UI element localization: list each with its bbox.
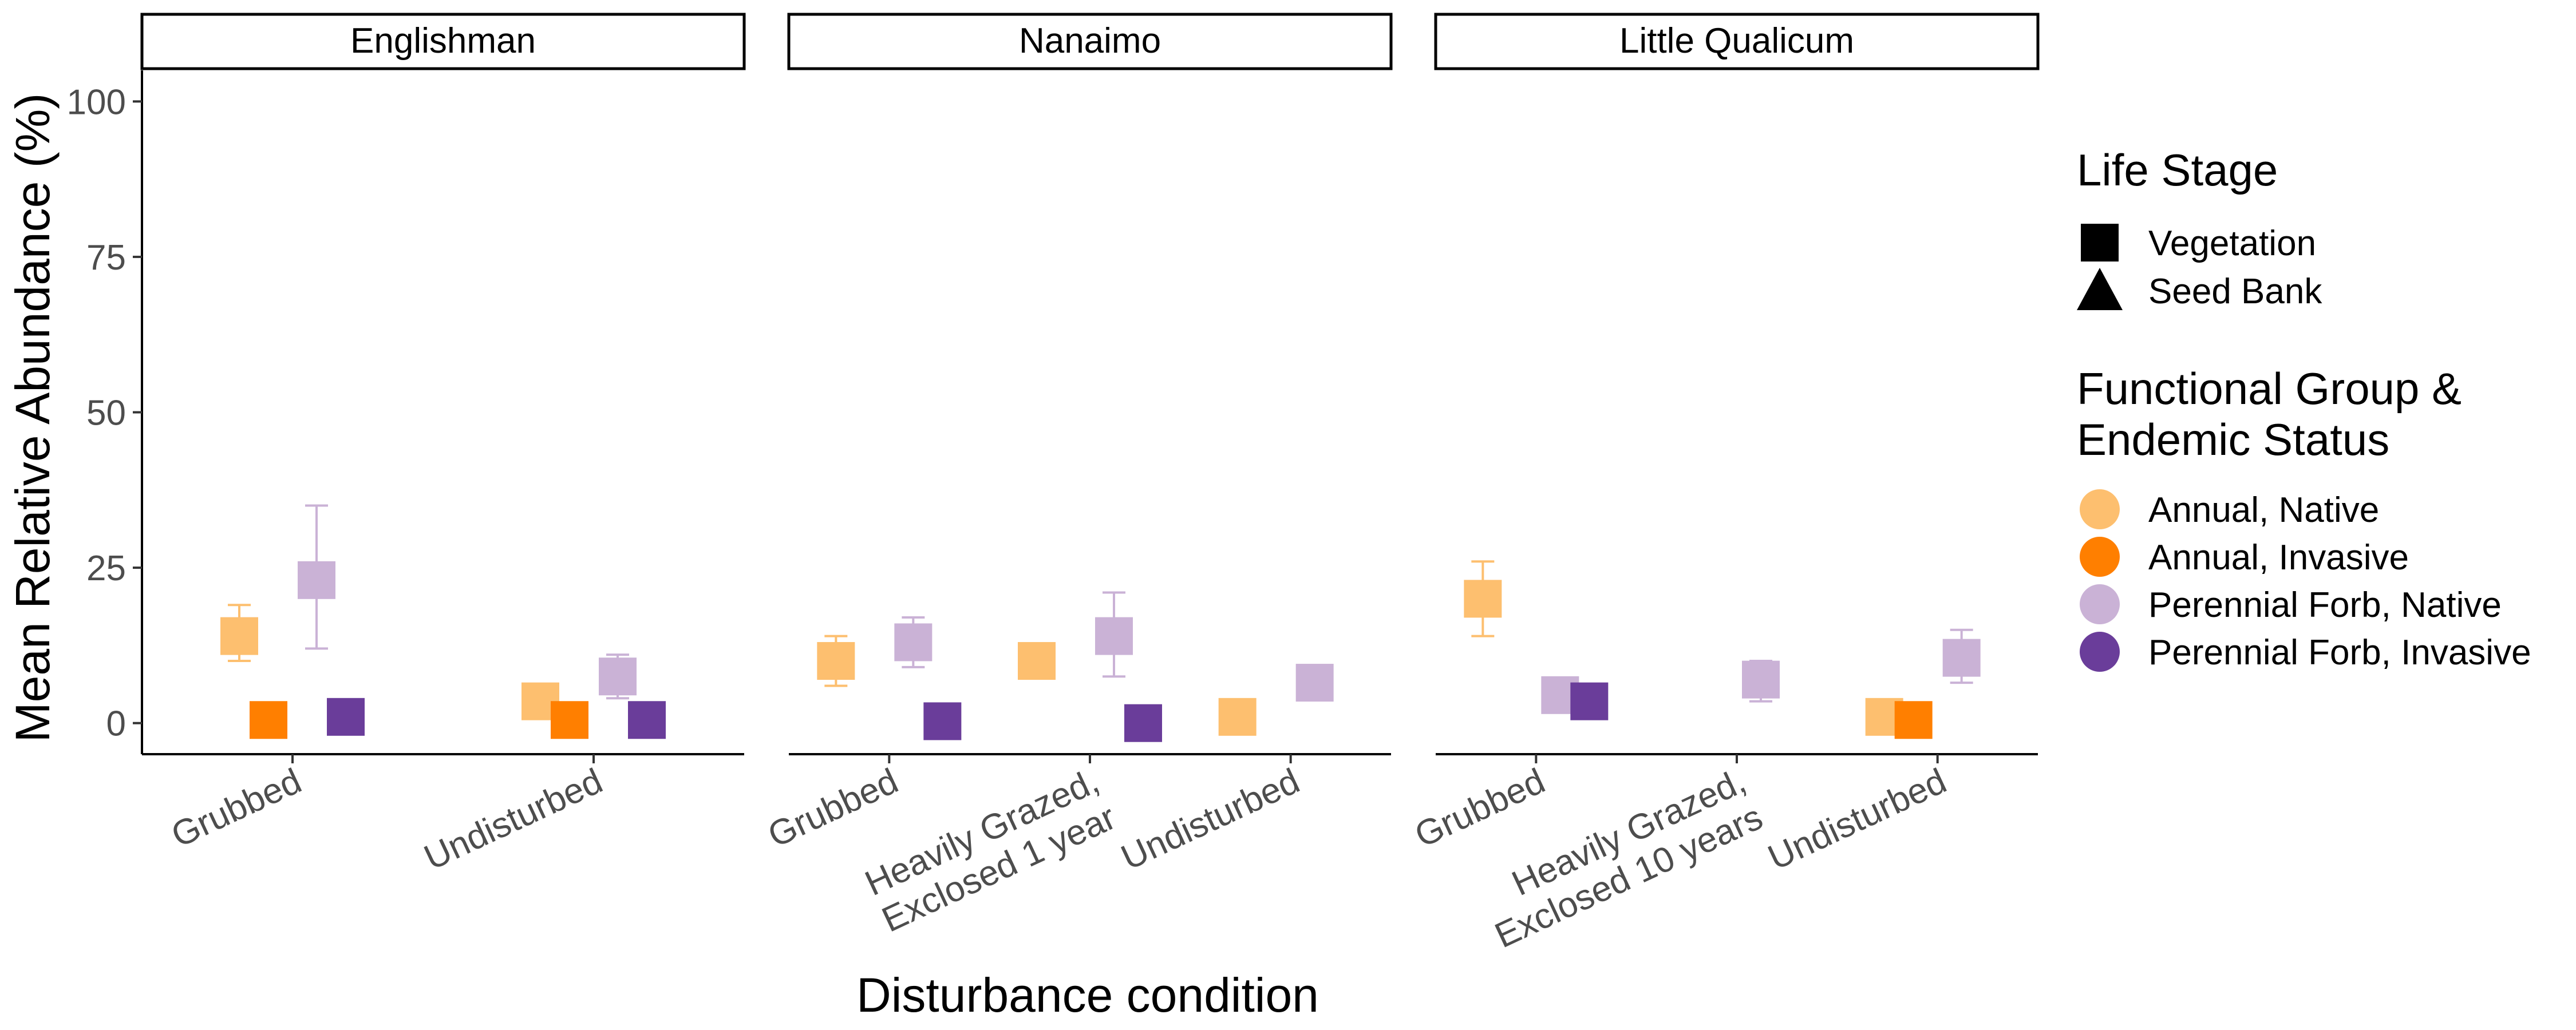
legend-circle-icon — [2080, 584, 2120, 624]
data-point — [894, 623, 933, 661]
legend-title-life-stage: Life Stage — [2077, 145, 2278, 195]
data-point — [327, 698, 365, 736]
x-tick-label: Grubbed — [1409, 761, 1551, 855]
x-tick-label: Undisturbed — [418, 761, 609, 878]
legend-circle-icon — [2080, 632, 2120, 672]
data-point — [1464, 580, 1502, 618]
x-tick-label: Grubbed — [762, 761, 904, 855]
legend-color-entry: Perennial Forb, Native — [2080, 584, 2502, 625]
legend-color-entry: Annual, Invasive — [2080, 537, 2409, 577]
data-point — [1570, 682, 1609, 720]
y-tick-label: 50 — [86, 394, 126, 433]
legend-shape-entries: Vegetation Seed Bank — [2077, 224, 2322, 311]
legend-color-label: Annual, Invasive — [2148, 538, 2409, 577]
data-point — [298, 561, 335, 599]
x-tick-label: Undisturbed — [1762, 761, 1952, 878]
data-point — [599, 657, 637, 696]
legend-square-icon — [2081, 224, 2119, 262]
legend-color-entry: Annual, Native — [2080, 489, 2379, 530]
chart-panels: Englishman Grubbed Undisturbed Nanaimo Grubb… — [140, 13, 2040, 956]
data-point — [1942, 639, 1981, 677]
legend-shape-label: Vegetation — [2148, 224, 2316, 263]
x-tick-label: Undisturbed — [1115, 761, 1305, 878]
data-point — [220, 617, 258, 655]
legend-circle-icon — [2080, 537, 2120, 577]
data-point — [923, 702, 962, 740]
legend-color-entries: Annual, Native Annual, Invasive Perennial … — [2080, 489, 2531, 672]
data-point — [1095, 617, 1133, 655]
panel-strip — [140, 13, 746, 70]
data-point — [1295, 664, 1334, 702]
legend-color-label: Annual, Native — [2148, 490, 2379, 530]
data-point — [1018, 642, 1056, 680]
data-point — [817, 642, 855, 680]
panel-strip — [787, 13, 1393, 70]
legend-title-endemic-status: Endemic Status — [2077, 414, 2389, 465]
data-point — [1218, 698, 1257, 736]
legend-color-label: Perennial Forb, Native — [2148, 585, 2502, 625]
panel-strip — [1434, 13, 2040, 70]
x-tick-label: Grubbed — [165, 761, 307, 855]
legend-shape-entry: Seed Bank — [2077, 268, 2322, 311]
legend-circle-icon — [2080, 489, 2120, 529]
legend-shape-entry: Vegetation — [2081, 224, 2316, 263]
legend-shape-label: Seed Bank — [2148, 272, 2322, 311]
data-point — [250, 701, 287, 739]
panel-title: Little Qualicum — [1619, 21, 1854, 61]
y-tick-label: 0 — [106, 704, 126, 744]
y-tick-label: 25 — [86, 549, 126, 588]
x-axis-label: Disturbance condition — [856, 968, 1319, 1022]
data-point — [1124, 704, 1162, 742]
data-point — [1894, 701, 1933, 739]
panel-0: Englishman Grubbed Undisturbed — [140, 13, 746, 878]
y-tick-label: 100 — [67, 82, 126, 122]
legend-color-entry: Perennial Forb, Invasive — [2080, 632, 2531, 672]
data-point — [628, 701, 666, 739]
legend-title-functional-group: Functional Group & — [2077, 363, 2462, 414]
y-axis: 0 25 50 75 100 — [67, 70, 143, 754]
y-tick-label: 75 — [86, 238, 126, 278]
y-axis-label: Mean Relative Abundance (%) — [6, 93, 60, 743]
panel-title: Nanaimo — [1019, 21, 1161, 61]
data-point — [551, 701, 588, 739]
legend-color-label: Perennial Forb, Invasive — [2148, 633, 2531, 672]
panel-title: Englishman — [350, 21, 536, 61]
legend-triangle-icon — [2077, 268, 2123, 310]
data-point — [1742, 660, 1780, 699]
legend: Life Stage Vegetation Seed Bank Functiona… — [2077, 145, 2531, 672]
